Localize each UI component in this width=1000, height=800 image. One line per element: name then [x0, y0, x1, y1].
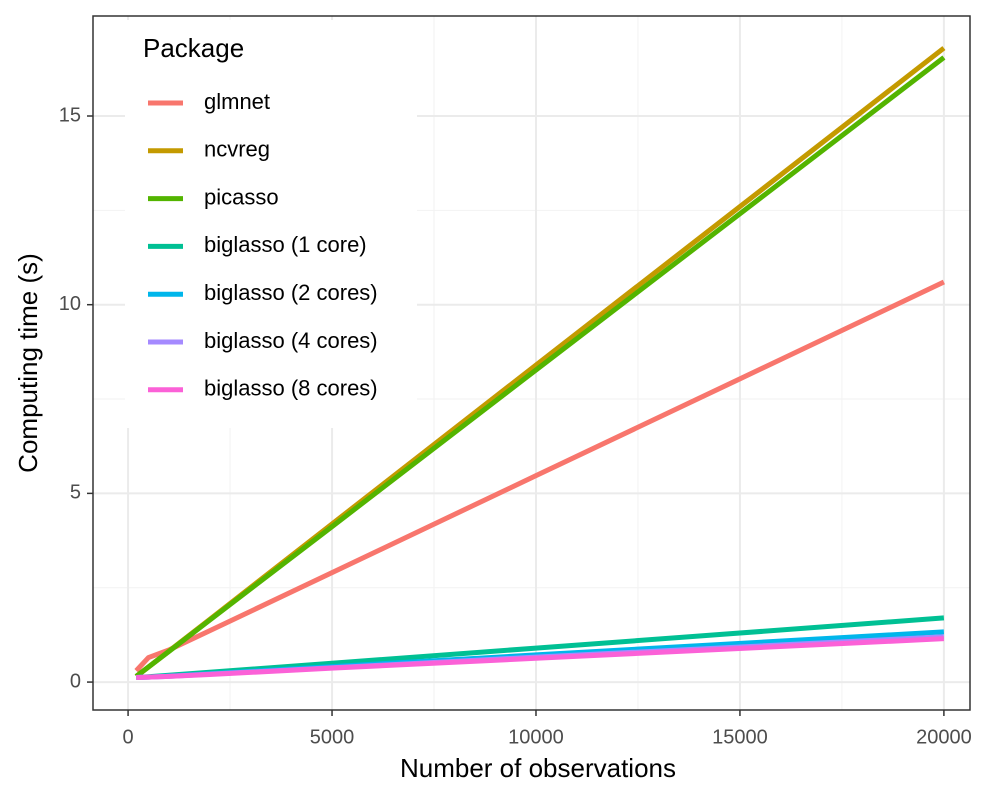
plot-border [92, 15, 971, 711]
line [134, 279, 945, 673]
legend-background [125, 20, 417, 428]
legend-label: biglasso (8 cores) [204, 376, 378, 401]
line [136, 636, 945, 681]
x-tick-label: 15000 [712, 726, 768, 748]
legend-label: biglasso (4 cores) [204, 328, 378, 353]
x-tick-label: 0 [123, 726, 134, 748]
y-tick-label: 15 [59, 104, 81, 126]
legend-label: biglasso (1 core) [204, 232, 367, 257]
x-axis-title: Number of observations [400, 753, 676, 783]
y-axis-title: Computing time (s) [13, 253, 43, 473]
legend-title: Package [143, 33, 244, 63]
y-tick-label: 0 [70, 670, 81, 692]
line [134, 55, 946, 679]
legend-label: picasso [204, 184, 279, 209]
y-tick-label: 5 [70, 482, 81, 504]
x-tick-label: 20000 [916, 726, 972, 748]
legend-label: biglasso (2 cores) [204, 280, 378, 305]
legend-label: glmnet [204, 89, 270, 114]
x-tick-label: 5000 [310, 726, 355, 748]
legend-label: ncvreg [204, 137, 270, 162]
x-tick-label: 10000 [508, 726, 564, 748]
y-tick-label: 10 [59, 293, 81, 315]
